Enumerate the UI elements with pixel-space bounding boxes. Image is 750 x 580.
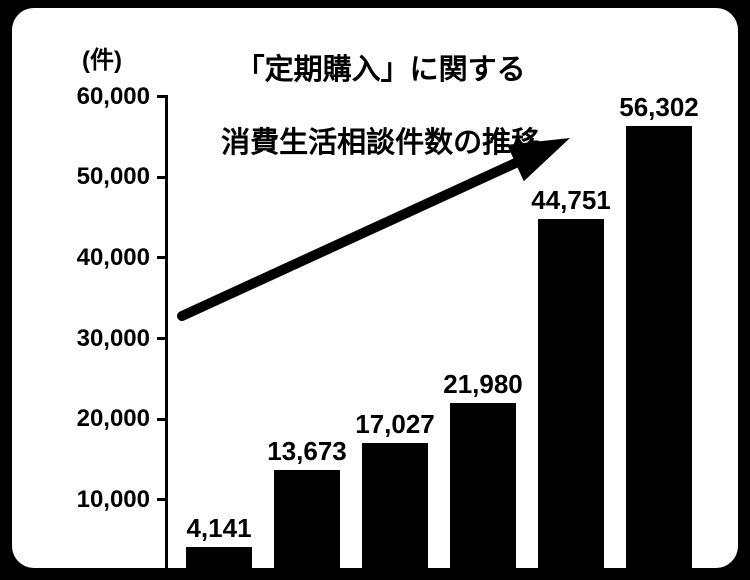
trend-arrow (0, 0, 750, 501)
bar-value-label: 4,141 (186, 513, 251, 544)
bar (186, 547, 252, 580)
